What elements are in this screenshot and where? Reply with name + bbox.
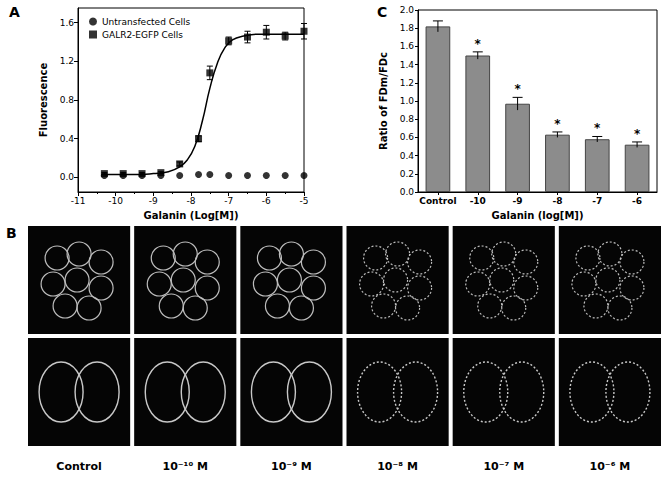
svg-text:-5: -5 [300,196,309,206]
svg-text:-9: -9 [149,196,158,206]
svg-text:0.8: 0.8 [60,95,75,105]
svg-text:0.8: 0.8 [400,114,415,124]
svg-text:B: B [6,225,17,241]
svg-text:1.4: 1.4 [400,60,415,70]
svg-text:1.2: 1.2 [60,56,74,66]
svg-text:10⁻⁸ M: 10⁻⁸ M [377,460,418,473]
svg-text:*: * [475,37,482,51]
svg-text:0.0: 0.0 [60,172,75,182]
svg-text:1.8: 1.8 [400,23,415,33]
svg-text:*: * [594,121,601,135]
svg-text:10⁻⁶ M: 10⁻⁶ M [590,460,631,473]
svg-text:10⁻⁷ M: 10⁻⁷ M [483,460,524,473]
svg-text:1.2: 1.2 [400,78,414,88]
svg-text:-6: -6 [262,196,271,206]
svg-text:-7: -7 [224,196,233,206]
svg-text:*: * [514,82,521,96]
svg-text:Control: Control [419,196,456,206]
svg-text:-6: -6 [632,196,642,206]
svg-text:1.6: 1.6 [60,18,75,28]
svg-text:10⁻⁹ M: 10⁻⁹ M [271,460,312,473]
svg-text:Ratio of FDm/FDc: Ratio of FDm/FDc [378,52,389,150]
svg-text:10⁻¹⁰ M: 10⁻¹⁰ M [162,460,208,473]
svg-text:Galanin (Log[M]): Galanin (Log[M]) [144,210,239,221]
svg-text:0.4: 0.4 [400,151,415,161]
svg-text:Galanin (log[M]): Galanin (log[M]) [492,210,584,221]
svg-text:Control: Control [56,460,101,473]
svg-text:-10: -10 [470,196,486,206]
svg-text:C: C [377,4,387,20]
svg-text:Fluorescence: Fluorescence [38,63,49,138]
svg-text:0.2: 0.2 [400,169,414,179]
svg-text:*: * [554,117,561,131]
svg-text:GALR2-EGFP Cells: GALR2-EGFP Cells [102,30,183,40]
svg-text:-9: -9 [513,196,523,206]
svg-text:A: A [9,4,20,20]
svg-text:1.0: 1.0 [400,96,415,106]
svg-text:Untransfected Cells: Untransfected Cells [102,17,191,27]
svg-text:-8: -8 [187,196,196,206]
svg-text:0.4: 0.4 [60,134,75,144]
svg-text:-7: -7 [592,196,602,206]
svg-text:*: * [634,127,641,141]
svg-text:-10: -10 [108,196,123,206]
svg-text:0.0: 0.0 [400,187,415,197]
svg-text:2.0: 2.0 [400,5,415,15]
svg-text:0.6: 0.6 [400,132,415,142]
svg-text:-8: -8 [552,196,562,206]
svg-text:1.6: 1.6 [400,41,415,51]
svg-text:-11: -11 [71,196,86,206]
